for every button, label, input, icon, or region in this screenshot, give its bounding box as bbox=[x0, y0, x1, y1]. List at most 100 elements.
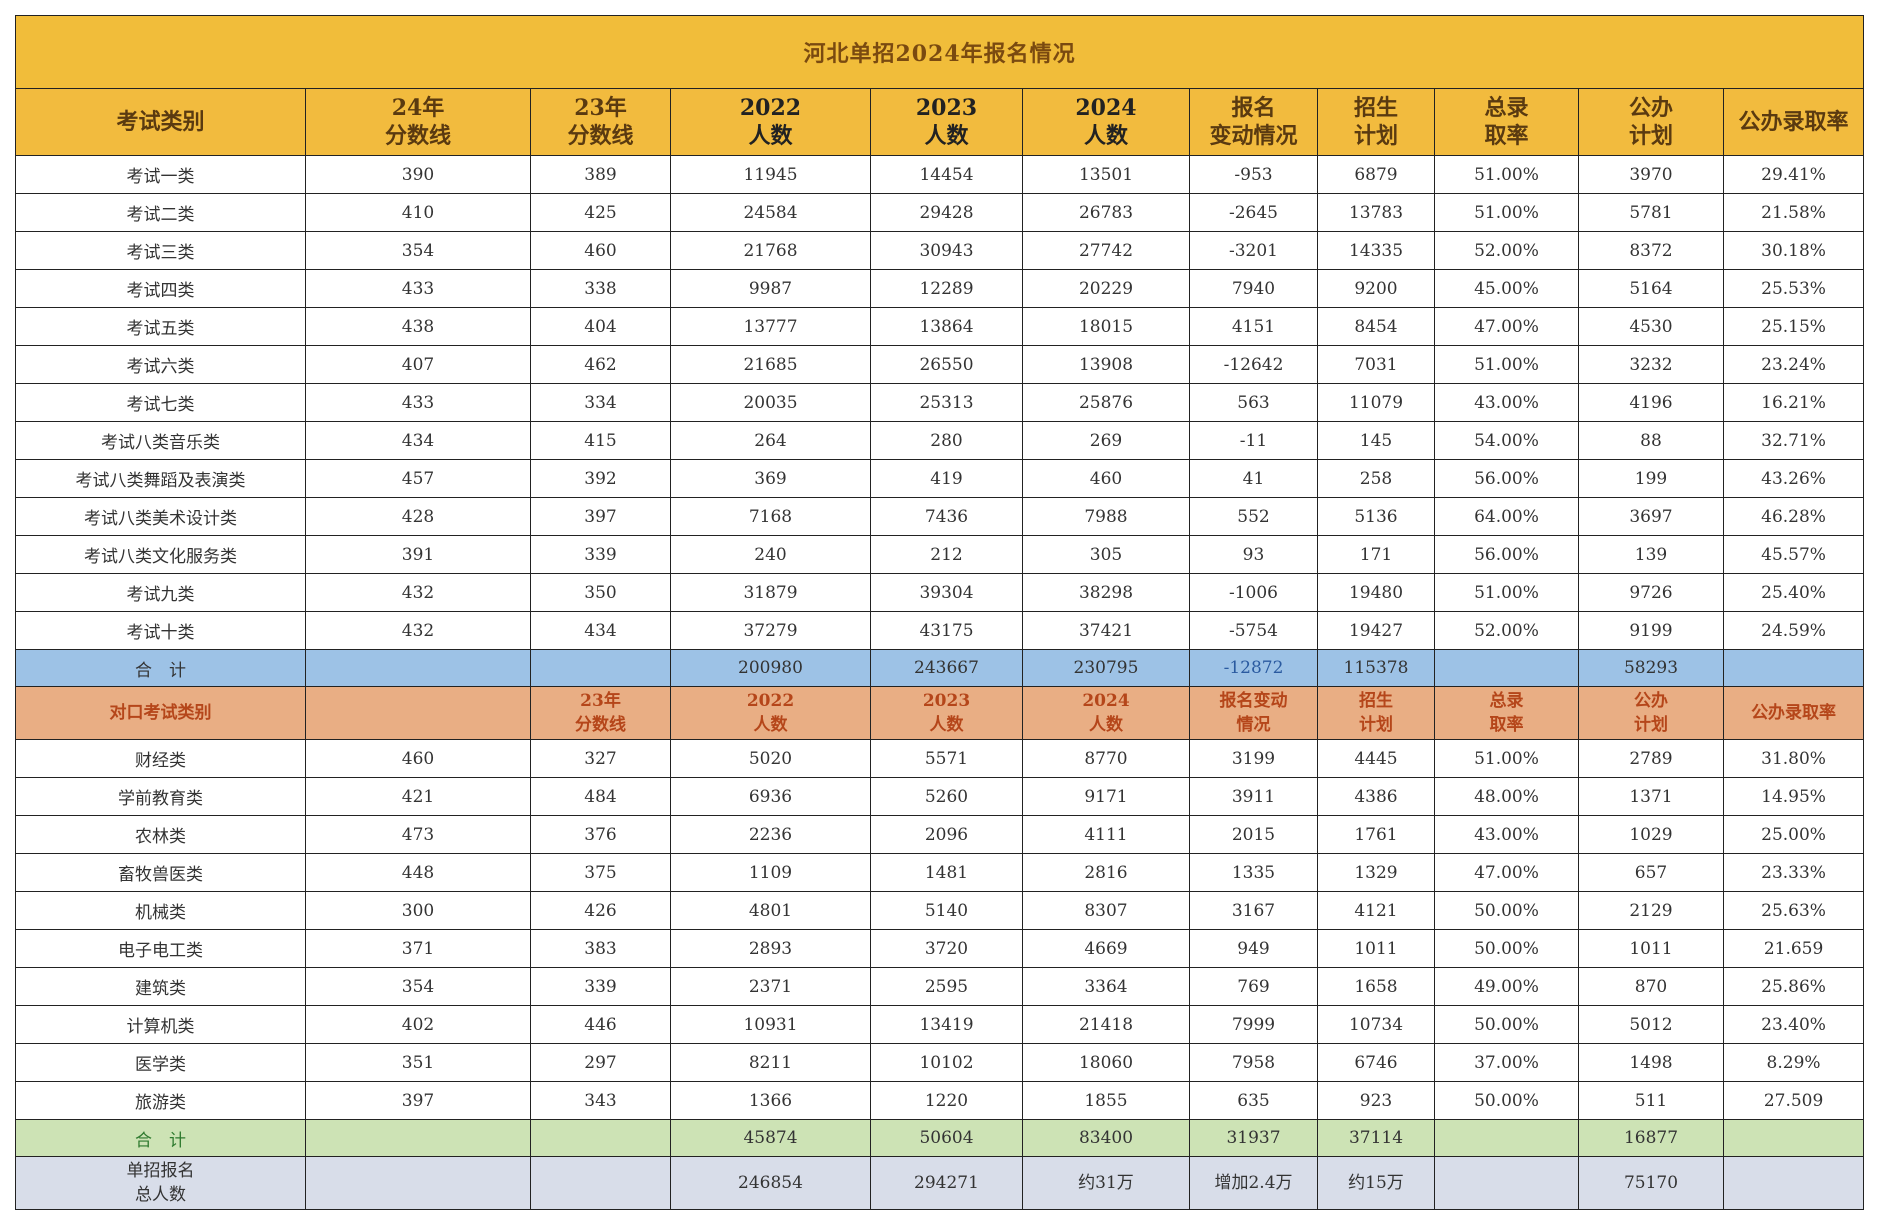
table-row-cell-1: 391 bbox=[305, 535, 531, 574]
table-row-cell-1: 397 bbox=[305, 1081, 531, 1120]
table-row-cell-8: 50.00% bbox=[1434, 891, 1579, 930]
header-row-general-cell-9: 公办 计划 bbox=[1578, 88, 1724, 156]
table-row-cell-10: 46.28% bbox=[1722, 497, 1865, 536]
table-row: 计算机类 402 446 10931 13419 21418 7999 10734 50.00%… bbox=[15, 1005, 1865, 1044]
table-row-cell-1: 460 bbox=[305, 739, 531, 778]
table-row: 考试八类文化服务类 391 339 240 212 305 93 171 56.00% 139 45… bbox=[15, 535, 1865, 574]
table-row-cell-5: 460 bbox=[1022, 459, 1190, 498]
table-row-cell-0: 考试六类 bbox=[15, 345, 306, 384]
table-row-cell-0: 考试一类 bbox=[15, 155, 306, 194]
table-row-cell-6: 3199 bbox=[1189, 739, 1318, 778]
table-row-cell-9: 511 bbox=[1578, 1081, 1724, 1120]
grand-total-row-cell-10 bbox=[1722, 1156, 1865, 1210]
subtotal-row-general-cell-6: -12872 bbox=[1189, 649, 1318, 687]
table-row-cell-2: 343 bbox=[530, 1081, 671, 1120]
table-row-cell-2: 462 bbox=[530, 345, 671, 384]
subtotal-row-vocational-cell-8 bbox=[1434, 1119, 1579, 1157]
table-row-cell-4: 25313 bbox=[870, 383, 1023, 422]
subtotal-row-general-cell-4: 243667 bbox=[870, 649, 1023, 687]
header-row-general-cell-10: 公办录取率 bbox=[1722, 88, 1865, 156]
table-row-cell-10: 29.41% bbox=[1722, 155, 1865, 194]
subtotal-row-general-cell-3: 200980 bbox=[670, 649, 871, 687]
header-row-vocational-cell-2: 23年 分数线 bbox=[530, 686, 671, 740]
table-row-cell-7: 10734 bbox=[1317, 1005, 1435, 1044]
table-row-cell-4: 13419 bbox=[870, 1005, 1023, 1044]
subtotal-row-vocational-cell-9: 16877 bbox=[1578, 1119, 1724, 1157]
table-row-cell-10: 25.86% bbox=[1722, 967, 1865, 1006]
table-row-cell-7: 171 bbox=[1317, 535, 1435, 574]
table-row-cell-9: 199 bbox=[1578, 459, 1724, 498]
table-row-cell-6: -11 bbox=[1189, 421, 1318, 460]
table-row-cell-2: 297 bbox=[530, 1043, 671, 1082]
header-row-general: 考试类别 24年 分数线 23年 分数线 2022 人数 2023 人数 2024 人数 报名 变动情况… bbox=[15, 88, 1865, 156]
table-row-cell-5: 18015 bbox=[1022, 307, 1190, 346]
table-row-cell-3: 1109 bbox=[670, 853, 871, 892]
table-row-cell-0: 考试三类 bbox=[15, 231, 306, 270]
table-row-cell-0: 电子电工类 bbox=[15, 929, 306, 968]
table-row-cell-4: 10102 bbox=[870, 1043, 1023, 1082]
table-row-cell-8: 47.00% bbox=[1434, 307, 1579, 346]
table-row-cell-0: 考试九类 bbox=[15, 573, 306, 612]
table-row-cell-6: 7940 bbox=[1189, 269, 1318, 308]
table-row-cell-6: 3911 bbox=[1189, 777, 1318, 816]
subtotal-row-vocational-cell-0: 合 计 bbox=[15, 1119, 306, 1157]
table-row-cell-0: 旅游类 bbox=[15, 1081, 306, 1120]
table-row-cell-1: 371 bbox=[305, 929, 531, 968]
grand-total-row-cell-6: 增加2.4万 bbox=[1189, 1156, 1318, 1210]
table-row-cell-7: 14335 bbox=[1317, 231, 1435, 270]
grand-total-row-cell-7: 约15万 bbox=[1317, 1156, 1435, 1210]
table-row-cell-2: 334 bbox=[530, 383, 671, 422]
table-row-cell-10: 31.80% bbox=[1722, 739, 1865, 778]
table-row-cell-10: 14.95% bbox=[1722, 777, 1865, 816]
table-row-cell-5: 269 bbox=[1022, 421, 1190, 460]
table-row-cell-1: 473 bbox=[305, 815, 531, 854]
table-row-cell-8: 52.00% bbox=[1434, 611, 1579, 650]
table-row-cell-10: 25.00% bbox=[1722, 815, 1865, 854]
table-row-cell-4: 30943 bbox=[870, 231, 1023, 270]
table-row-cell-2: 338 bbox=[530, 269, 671, 308]
table-row-cell-10: 32.71% bbox=[1722, 421, 1865, 460]
table-row-cell-0: 畜牧兽医类 bbox=[15, 853, 306, 892]
table-row-cell-10: 21.659 bbox=[1722, 929, 1865, 968]
grand-total-row-cell-8 bbox=[1434, 1156, 1579, 1210]
header-row-vocational-cell-7: 招生 计划 bbox=[1317, 686, 1435, 740]
table-row-cell-2: 383 bbox=[530, 929, 671, 968]
table-row-cell-1: 433 bbox=[305, 269, 531, 308]
table-row-cell-3: 2371 bbox=[670, 967, 871, 1006]
table-row-cell-5: 8307 bbox=[1022, 891, 1190, 930]
table-row: 旅游类 397 343 1366 1220 1855 635 923 50.00% 511 27.5… bbox=[15, 1081, 1865, 1120]
table-row-cell-10: 8.29% bbox=[1722, 1043, 1865, 1082]
table-row-cell-3: 9987 bbox=[670, 269, 871, 308]
table-row-cell-9: 4530 bbox=[1578, 307, 1724, 346]
enrollment-table-sheet: 河北单招2024年报名情况 考试类别 24年 分数线 23年 分数线 2022 人数 2023 人… bbox=[14, 15, 1865, 1210]
table-row-cell-8: 54.00% bbox=[1434, 421, 1579, 460]
table-row-cell-9: 657 bbox=[1578, 853, 1724, 892]
table-row-cell-0: 机械类 bbox=[15, 891, 306, 930]
table-row: 考试三类 354 460 21768 30943 27742 -3201 14335 52.00… bbox=[15, 231, 1865, 270]
table-row: 考试六类 407 462 21685 26550 13908 -12642 7031 51.00… bbox=[15, 345, 1865, 384]
table-row-cell-4: 39304 bbox=[870, 573, 1023, 612]
table-row-cell-9: 870 bbox=[1578, 967, 1724, 1006]
header-row-vocational-cell-1 bbox=[305, 686, 531, 740]
table-row-cell-7: 4121 bbox=[1317, 891, 1435, 930]
enrollment-table: 河北单招2024年报名情况 考试类别 24年 分数线 23年 分数线 2022 人数 2023 人… bbox=[14, 15, 1865, 1210]
table-row-cell-6: -3201 bbox=[1189, 231, 1318, 270]
table-row-cell-5: 4669 bbox=[1022, 929, 1190, 968]
table-row-cell-9: 4196 bbox=[1578, 383, 1724, 422]
table-row-cell-4: 1220 bbox=[870, 1081, 1023, 1120]
table-row-cell-8: 47.00% bbox=[1434, 853, 1579, 892]
table-row-cell-1: 402 bbox=[305, 1005, 531, 1044]
grand-total-row: 单招报名 总人数 246854 294271 约31万 增加2.4万 约15万 75170 bbox=[15, 1156, 1865, 1210]
table-row-cell-0: 考试五类 bbox=[15, 307, 306, 346]
header-row-vocational: 对口考试类别 23年 分数线 2022 人数 2023 人数 2024 人数 报名变动 情况 招生 计划… bbox=[15, 686, 1865, 740]
table-row-cell-3: 2236 bbox=[670, 815, 871, 854]
table-row-cell-9: 8372 bbox=[1578, 231, 1724, 270]
table-row-cell-5: 4111 bbox=[1022, 815, 1190, 854]
subtotal-row-vocational-cell-10 bbox=[1722, 1119, 1865, 1157]
subtotal-row-general: 合 计 200980 243667 230795 -12872 115378 58293 bbox=[15, 649, 1865, 687]
table-row-cell-7: 11079 bbox=[1317, 383, 1435, 422]
table-row: 考试七类 433 334 20035 25313 25876 563 11079 43.00% 4… bbox=[15, 383, 1865, 422]
grand-total-row-cell-4: 294271 bbox=[870, 1156, 1023, 1210]
table-row-cell-7: 8454 bbox=[1317, 307, 1435, 346]
table-row-cell-8: 45.00% bbox=[1434, 269, 1579, 308]
